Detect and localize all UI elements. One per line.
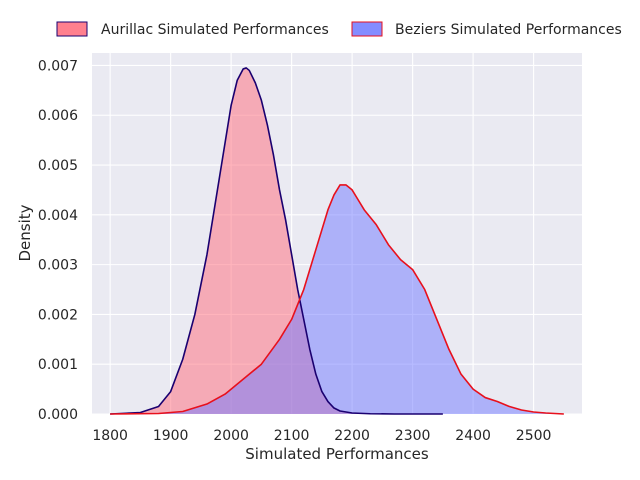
y-tick-label: 0.001 xyxy=(38,357,78,373)
x-axis-ticks: 1800 1900 2000 2100 2200 2300 2400 2500 xyxy=(92,428,551,444)
legend-label-beziers: Beziers Simulated Performances xyxy=(395,22,622,38)
x-axis-label: Simulated Performances xyxy=(245,445,429,463)
y-tick-label: 0.000 xyxy=(38,407,78,423)
x-tick-label: 2000 xyxy=(213,428,249,444)
x-tick-label: 2500 xyxy=(516,428,552,444)
legend-label-aurillac: Aurillac Simulated Performances xyxy=(101,22,329,38)
y-tick-label: 0.005 xyxy=(38,158,78,174)
y-axis-ticks: 0.000 0.001 0.002 0.003 0.004 0.005 0.006 0.007 xyxy=(38,58,78,423)
x-tick-label: 2400 xyxy=(455,428,491,444)
x-tick-label: 1900 xyxy=(153,428,189,444)
legend-swatch-aurillac xyxy=(56,21,88,37)
y-axis-label: Density xyxy=(16,204,34,261)
x-tick-label: 2200 xyxy=(334,428,370,444)
area-fill-aurillac xyxy=(110,67,443,414)
legend: Aurillac Simulated Performances Beziers … xyxy=(56,21,622,38)
y-tick-label: 0.006 xyxy=(38,108,78,124)
density-line-aurillac xyxy=(110,67,443,415)
x-tick-label: 2100 xyxy=(274,428,310,444)
y-tick-label: 0.007 xyxy=(38,58,78,74)
y-tick-label: 0.003 xyxy=(38,258,78,274)
density-line-beziers xyxy=(110,184,564,415)
y-tick-label: 0.002 xyxy=(38,307,78,323)
density-areas xyxy=(110,67,564,415)
area-fill-beziers xyxy=(110,184,564,414)
legend-swatch-beziers xyxy=(351,21,383,37)
x-tick-label: 2300 xyxy=(395,428,431,444)
x-tick-label: 1800 xyxy=(92,428,128,444)
y-tick-label: 0.004 xyxy=(38,208,78,224)
